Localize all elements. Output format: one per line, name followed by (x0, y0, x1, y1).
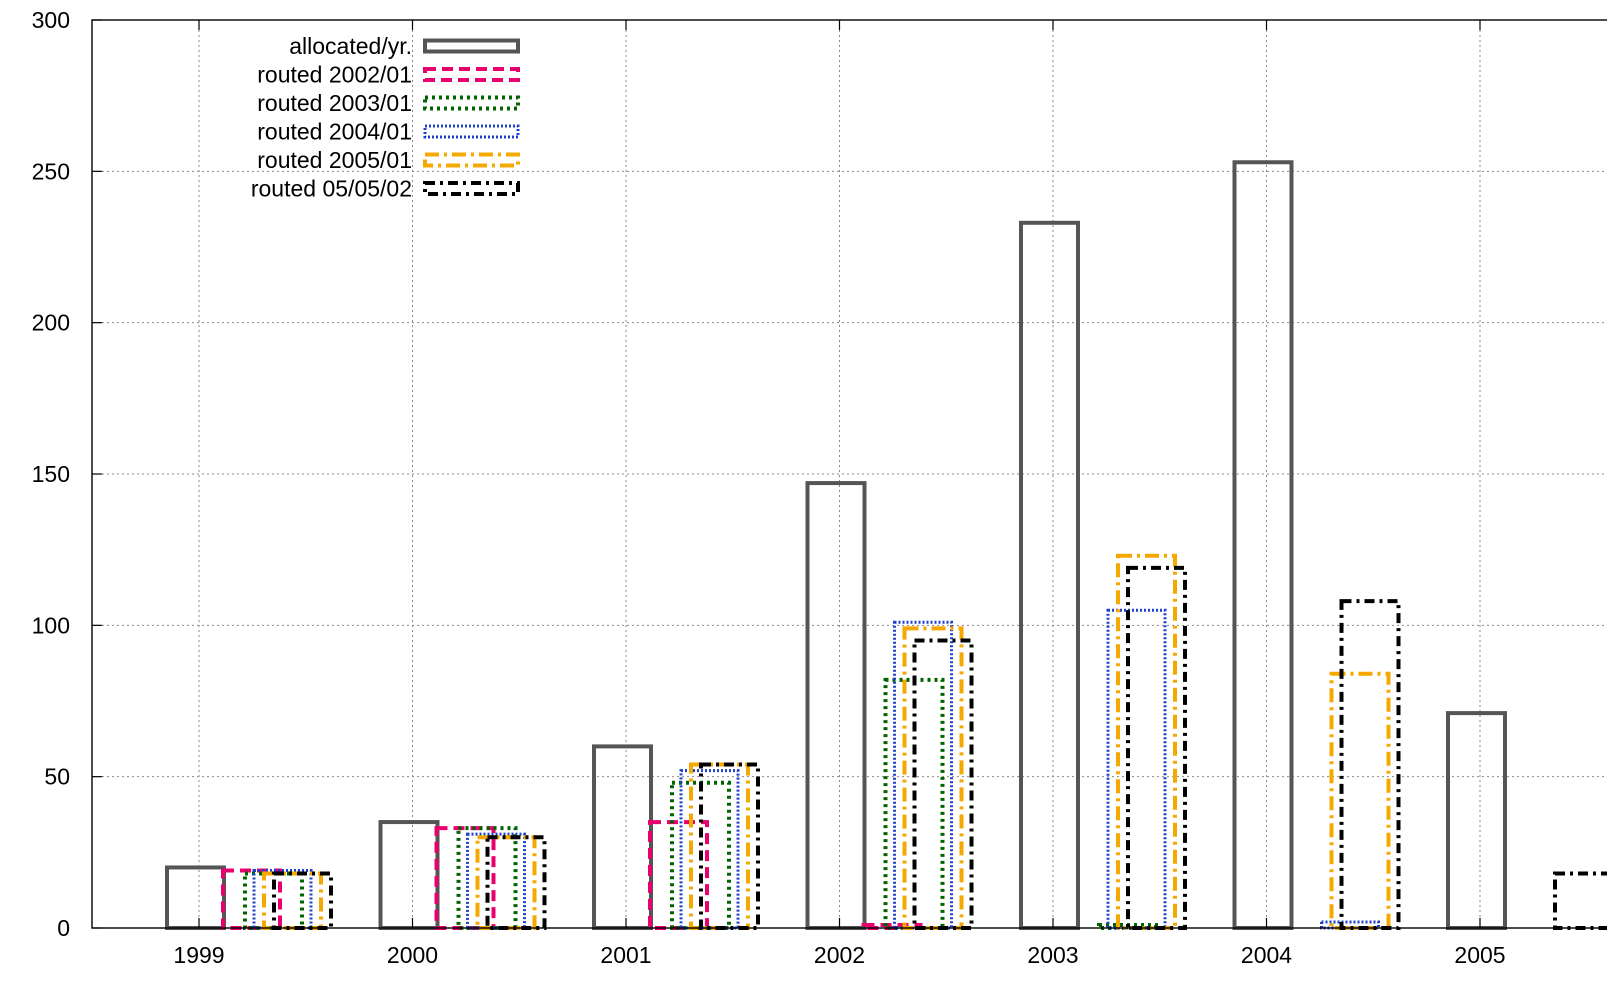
legend-swatch (423, 152, 520, 168)
x-tick-label: 2001 (600, 942, 651, 968)
legend-label: routed 2002/01 (257, 62, 412, 88)
bar-allocated-yr--1999 (165, 865, 226, 931)
bar-allocated-yr--2002 (805, 481, 867, 930)
x-tick-label: 2003 (1027, 942, 1078, 968)
bar-routed-2002-01-2001 (648, 820, 709, 930)
x-tick-label: 1999 (173, 942, 224, 968)
bar-routed-2004-01-2001 (679, 769, 740, 930)
bar-routed-05-05-02-2001 (699, 762, 760, 930)
legend-label: routed 2003/01 (257, 90, 412, 116)
bar-routed-2004-01-2003 (1106, 608, 1167, 930)
y-tick-label: 50 (44, 764, 70, 790)
legend-swatch (423, 38, 520, 54)
bar-allocated-yr--2003 (1019, 220, 1080, 930)
x-tick-label: 2005 (1454, 942, 1505, 968)
x-tick-label: 2004 (1241, 942, 1292, 968)
y-tick-label: 250 (32, 158, 70, 184)
bar-routed-2004-01-2002 (893, 620, 953, 930)
legend-label: routed 05/05/02 (251, 176, 412, 202)
legend-label: routed 2004/01 (257, 119, 412, 145)
x-tick-label: 2000 (387, 942, 438, 968)
y-tick-label: 0 (57, 915, 70, 941)
x-tick-label: 2002 (814, 942, 865, 968)
bar-routed-2005-01-2003 (1116, 553, 1177, 930)
bar-routed-2004-01-2000 (466, 832, 526, 930)
grid-lines (92, 20, 1607, 928)
bar-routed-2005-01-2004 (1329, 671, 1391, 931)
bar-routed-05-05-02-2005 (1553, 871, 1607, 931)
legend-swatch (423, 67, 520, 82)
legend-label: routed 2005/01 (257, 147, 412, 173)
bar-routed-05-05-02-2004 (1339, 599, 1401, 930)
plot-frame (91, 19, 1607, 929)
bar-routed-2003-01-2000 (456, 826, 518, 930)
y-tick-label: 200 (32, 310, 70, 336)
y-tick-label: 300 (32, 7, 70, 33)
bar-allocated-yr--2000 (378, 820, 440, 930)
bar-allocated-yr--2001 (592, 744, 653, 931)
bar-routed-2004-01-2004 (1320, 920, 1380, 930)
legend-swatch (423, 181, 520, 196)
bar-routed-2005-01-2000 (475, 835, 537, 931)
legend-swatch (423, 95, 520, 111)
bar-allocated-yr--2005 (1446, 711, 1507, 931)
bar-routed-2002-01-2000 (434, 826, 496, 930)
y-tick-label: 150 (32, 461, 70, 487)
bar-allocated-yr--2004 (1232, 160, 1294, 930)
legend-swatch (423, 124, 520, 139)
y-tick-label: 100 (32, 612, 70, 638)
bars (165, 160, 1607, 931)
bar-routed-2002-01-1999 (221, 868, 282, 931)
axes: 0 50 100 150 200 250 300 1999 2000 2001 2002 2003 20… (32, 7, 1607, 968)
bar-routed-2004-01-1999 (252, 868, 313, 930)
legend-label: allocated/yr. (289, 33, 412, 59)
